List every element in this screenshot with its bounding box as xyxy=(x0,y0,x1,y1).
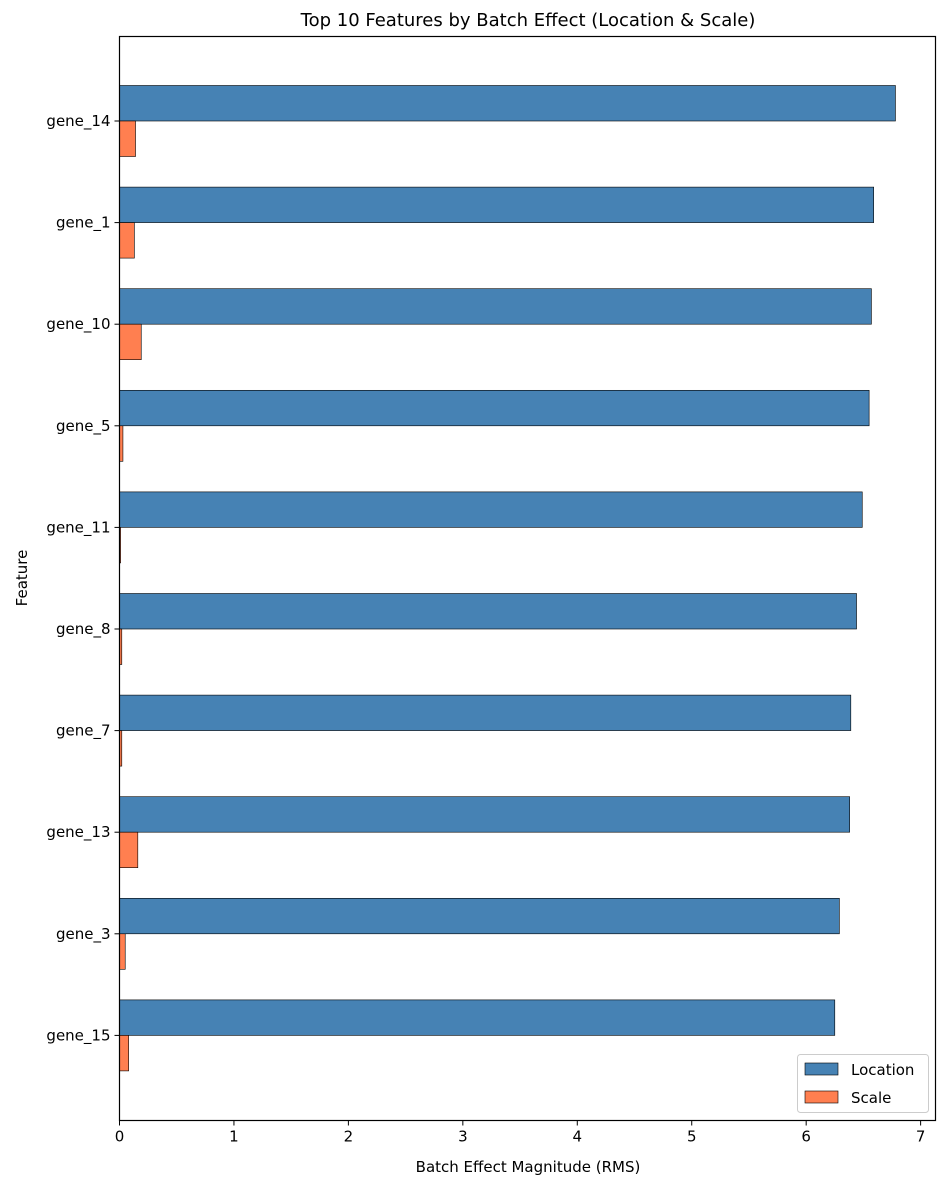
y-tick-label: gene_14 xyxy=(46,112,110,131)
legend-label-scale: Scale xyxy=(851,1089,891,1107)
bar-location-gene-5 xyxy=(119,389,870,427)
bar-location-gene-3 xyxy=(119,897,840,935)
x-axis: 0 1 2 3 4 5 6 7 xyxy=(115,1120,926,1146)
y-tick-label: gene_1 xyxy=(56,214,111,233)
bars-layer xyxy=(119,85,896,1072)
y-tick-label: gene_3 xyxy=(56,925,111,944)
bar-location-gene-1 xyxy=(119,186,874,223)
y-tick-label: gene_11 xyxy=(46,518,110,537)
x-tick-label: 1 xyxy=(229,1128,239,1146)
y-tick-label: gene_13 xyxy=(46,823,110,842)
chart-title: Top 10 Features by Batch Effect (Locatio… xyxy=(300,10,756,31)
legend-label-location: Location xyxy=(851,1061,914,1079)
bar-location-gene-14 xyxy=(119,85,896,122)
bar-location-gene-15 xyxy=(119,999,836,1036)
y-axis-title: Feature xyxy=(13,550,31,607)
x-tick-label: 5 xyxy=(687,1128,697,1146)
legend-swatch-scale xyxy=(804,1090,839,1104)
x-tick-label: 7 xyxy=(916,1128,926,1146)
x-tick-label: 6 xyxy=(801,1128,811,1146)
bar-scale-gene-15 xyxy=(119,1035,129,1072)
bar-location-gene-8 xyxy=(119,593,857,630)
bar-scale-gene-3 xyxy=(119,933,126,970)
x-tick-label: 4 xyxy=(573,1128,583,1146)
bar-location-gene-7 xyxy=(119,694,852,731)
bar-scale-gene-1 xyxy=(119,222,135,259)
bar-scale-gene-14 xyxy=(119,120,136,157)
plot-frame xyxy=(118,35,937,1122)
bar-scale-gene-10 xyxy=(119,323,142,361)
y-tick-label: gene_10 xyxy=(46,315,110,334)
legend: Location Scale xyxy=(797,1054,929,1113)
x-tick-label: 0 xyxy=(115,1128,125,1146)
bar-location-gene-10 xyxy=(119,288,872,325)
legend-swatch-location xyxy=(804,1062,839,1076)
y-tick-label: gene_7 xyxy=(56,722,111,741)
y-tick-label: gene_15 xyxy=(46,1026,110,1045)
bar-location-gene-13 xyxy=(119,796,850,833)
bar-location-gene-11 xyxy=(119,491,863,528)
y-axis: gene_14 gene_1 gene_10 gene_5 gene_11 gene_8g… xyxy=(46,112,120,1045)
bar-scale-gene-13 xyxy=(119,831,139,869)
x-axis-title: Batch Effect Magnitude (RMS) xyxy=(416,1158,641,1176)
x-tick-label: 3 xyxy=(458,1128,468,1146)
y-tick-label: gene_5 xyxy=(56,417,111,436)
x-tick-label: 2 xyxy=(344,1128,354,1146)
y-tick-label: gene_8 xyxy=(56,620,111,639)
